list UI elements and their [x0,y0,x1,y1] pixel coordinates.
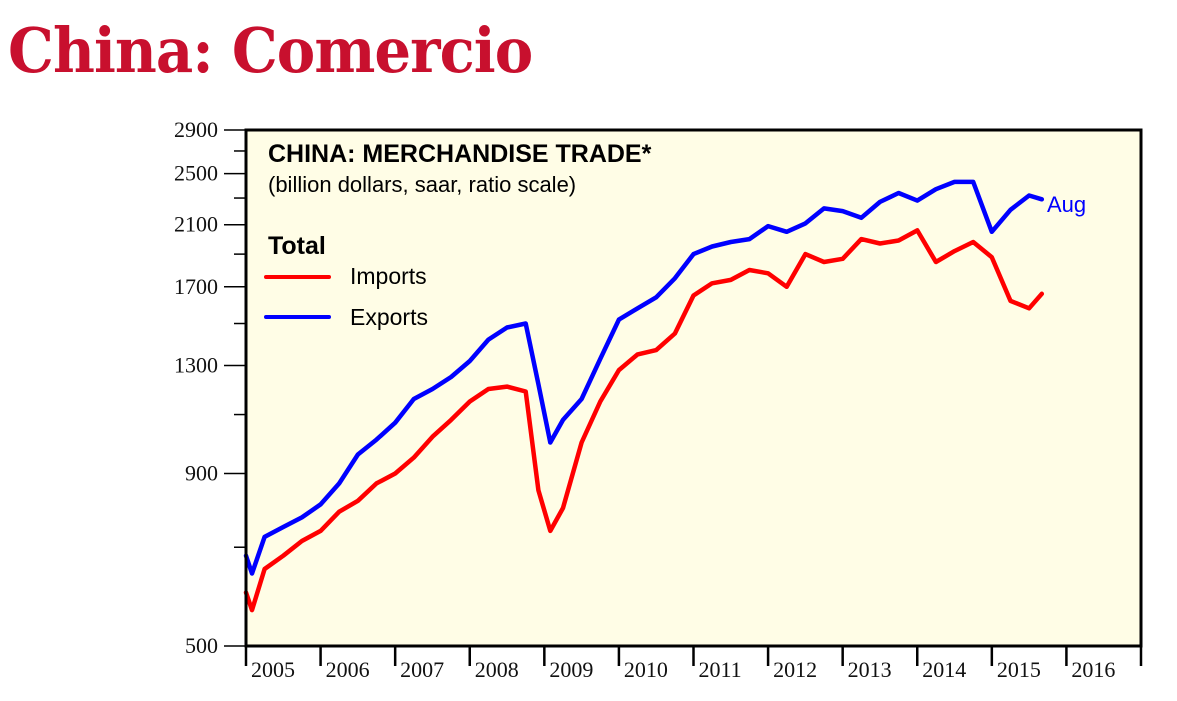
legend: Total Imports Exports [264,232,428,330]
y-tick-label: 1700 [174,274,218,299]
chart-subtitle: (billion dollars, saar, ratio scale) [268,172,576,197]
series-line-exports [243,179,1045,576]
x-tick-label: 2010 [624,657,668,682]
y-tick-label: 1300 [174,353,218,378]
y-tick-label: 500 [185,633,218,658]
x-tick-label: 2009 [549,657,593,682]
x-tick-label: 2011 [699,657,742,682]
y-tick-label: 2100 [174,212,218,237]
plot-frame [244,128,1143,648]
y-axis: 2900 2500 2100 1700 1300 900 500 [174,117,246,658]
x-tick-label: 2005 [251,657,295,682]
series-line-imports [243,228,1045,613]
end-label-aug: Aug [1047,192,1086,217]
x-tick-label: 2006 [326,657,370,682]
x-tick-label: 2013 [848,657,892,682]
plot-area [246,130,1141,646]
legend-label-exports: Exports [350,304,428,330]
legend-heading: Total [268,232,326,260]
x-tick-label: 2007 [400,657,444,682]
y-tick-label: 900 [185,460,218,485]
x-tick-label: 2014 [922,657,966,682]
series-layer [243,179,1045,613]
x-tick-label: 2012 [773,657,817,682]
x-tick-label: 2015 [997,657,1041,682]
page-title: China: Comercio [8,14,533,87]
x-tick-label: 2008 [475,657,519,682]
chart-title: CHINA: MERCHANDISE TRADE* [268,140,652,168]
y-tick-label: 2900 [174,117,218,142]
x-axis: 2005 2006 2007 2008 2009 2010 2011 2012 2013 2014… [244,646,1143,682]
y-tick-label: 2500 [174,161,218,186]
legend-label-imports: Imports [350,263,427,289]
x-tick-label: 2016 [1071,657,1115,682]
